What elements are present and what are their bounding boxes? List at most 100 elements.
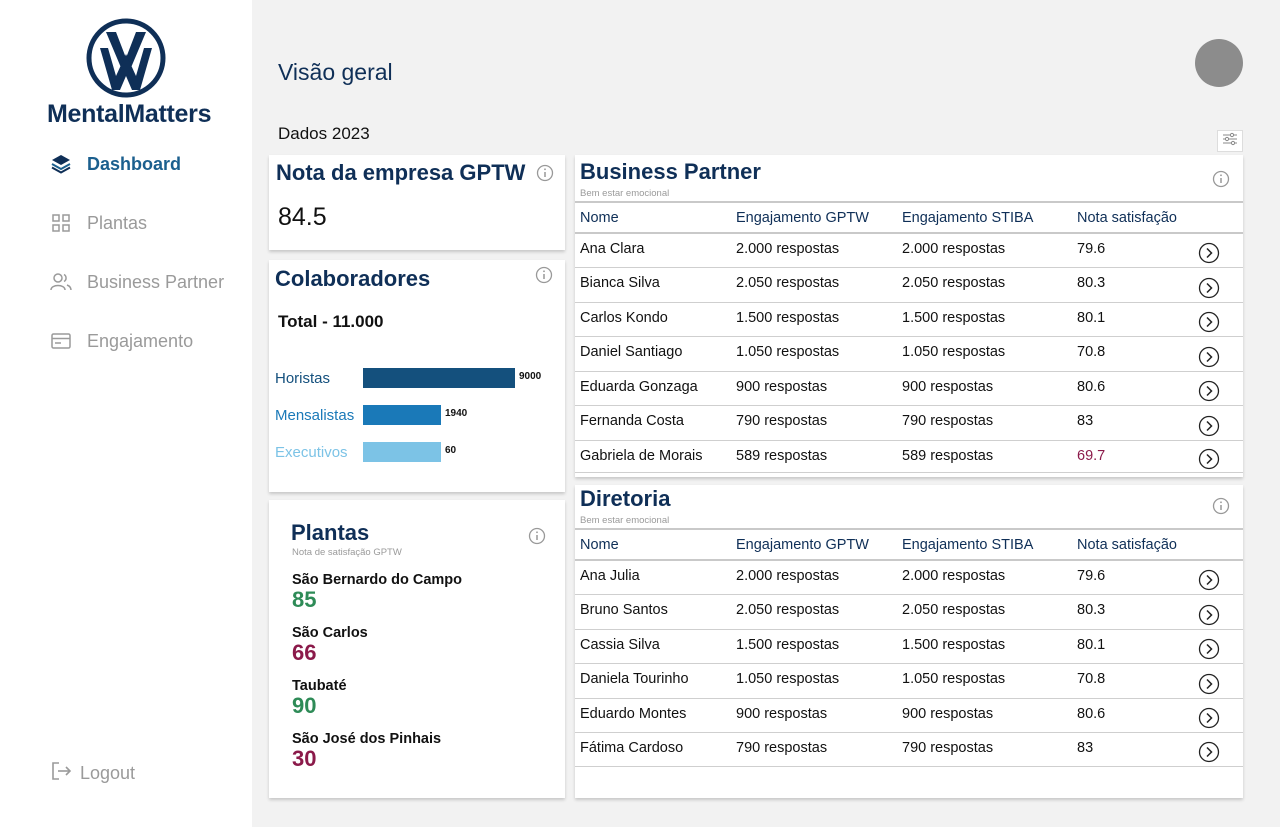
plant-name: São Carlos bbox=[292, 625, 368, 641]
chevron-right-icon[interactable] bbox=[1198, 673, 1220, 695]
chevron-right-icon[interactable] bbox=[1198, 569, 1220, 591]
cell-stiba: 900 respostas bbox=[902, 706, 994, 722]
cell-stiba: 2.050 respostas bbox=[902, 275, 1006, 291]
diretoria-table: Nome Engajamento GPTW Engajamento STIBA … bbox=[575, 528, 1243, 767]
cell-nome: Cassia Silva bbox=[580, 637, 660, 653]
info-icon[interactable] bbox=[1212, 497, 1230, 515]
chevron-right-icon[interactable] bbox=[1198, 311, 1220, 333]
cell-gptw: 1.050 respostas bbox=[736, 344, 840, 360]
colaboradores-card: Colaboradores Total - 11.000 Horistas 900… bbox=[269, 260, 565, 492]
cell-nome: Daniel Santiago bbox=[580, 344, 683, 360]
info-icon[interactable] bbox=[1212, 170, 1230, 188]
cell-nota: 80.1 bbox=[1077, 637, 1106, 653]
cell-nota: 69.7 bbox=[1077, 448, 1106, 464]
bar-value: 9000 bbox=[519, 371, 542, 382]
cell-nota: 79.6 bbox=[1077, 568, 1106, 584]
cell-stiba: 1.500 respostas bbox=[902, 637, 1006, 653]
business-partner-card: Business Partner Bem estar emocional Nom… bbox=[575, 155, 1243, 477]
table-row[interactable]: Gabriela de Morais 589 respostas 589 respo… bbox=[575, 441, 1243, 473]
header-nome: Nome bbox=[580, 210, 619, 226]
business-partner-subtitle: Bem estar emocional bbox=[580, 188, 670, 199]
cell-nome: Carlos Kondo bbox=[580, 310, 668, 326]
chevron-right-icon[interactable] bbox=[1198, 741, 1220, 763]
bar-row: Mensalistas 1940 bbox=[275, 405, 555, 427]
chevron-right-icon[interactable] bbox=[1198, 277, 1220, 299]
info-icon[interactable] bbox=[528, 527, 546, 545]
table-row[interactable]: Daniel Santiago 1.050 respostas 1.050 resp… bbox=[575, 337, 1243, 372]
cell-nota: 70.8 bbox=[1077, 344, 1106, 360]
chevron-right-icon[interactable] bbox=[1198, 448, 1220, 470]
cell-nota: 83 bbox=[1077, 740, 1094, 756]
table-row[interactable]: Carlos Kondo 1.500 respostas 1.500 respost… bbox=[575, 303, 1243, 337]
info-icon[interactable] bbox=[535, 266, 553, 284]
cell-nome: Ana Clara bbox=[580, 241, 645, 257]
sidebar-item-dashboard[interactable]: Dashboard bbox=[50, 153, 181, 175]
table-row[interactable]: Fernanda Costa 790 respostas 790 respostas… bbox=[575, 406, 1243, 441]
cell-stiba: 589 respostas bbox=[902, 448, 994, 464]
cell-stiba: 790 respostas bbox=[902, 413, 994, 429]
logout-label: Logout bbox=[80, 763, 136, 783]
cell-gptw: 1.500 respostas bbox=[736, 637, 840, 653]
chevron-right-icon[interactable] bbox=[1198, 346, 1220, 368]
brand-name: MentalMatters bbox=[47, 100, 212, 128]
cell-nota: 83 bbox=[1077, 413, 1094, 429]
avatar[interactable] bbox=[1195, 39, 1243, 87]
cell-nota: 80.3 bbox=[1077, 275, 1106, 291]
chevron-right-icon[interactable] bbox=[1198, 638, 1220, 660]
year-label: Dados 2023 bbox=[278, 124, 370, 143]
chevron-right-icon[interactable] bbox=[1198, 604, 1220, 626]
filter-button[interactable] bbox=[1217, 130, 1243, 152]
cell-stiba: 1.050 respostas bbox=[902, 344, 1006, 360]
table-row[interactable]: Eduarda Gonzaga 900 respostas 900 resposta… bbox=[575, 372, 1243, 406]
table-row[interactable]: Fátima Cardoso 790 respostas 790 respostas… bbox=[575, 733, 1243, 767]
bar-row: Executivos 60 bbox=[275, 442, 555, 464]
table-row[interactable]: Ana Julia 2.000 respostas 2.000 respostas 7… bbox=[575, 561, 1243, 595]
plantas-card: Plantas Nota de satisfação GPTW São Bern… bbox=[269, 500, 565, 798]
cell-nome: Eduardo Montes bbox=[580, 706, 687, 722]
cell-nota: 80.3 bbox=[1077, 602, 1106, 618]
table-row[interactable]: Bruno Santos 2.050 respostas 2.050 respost… bbox=[575, 595, 1243, 630]
bar bbox=[363, 368, 515, 388]
cell-gptw: 1.500 respostas bbox=[736, 310, 840, 326]
cell-stiba: 1.050 respostas bbox=[902, 671, 1006, 687]
chevron-right-icon[interactable] bbox=[1198, 242, 1220, 264]
header-gptw: Engajamento GPTW bbox=[736, 537, 869, 553]
cell-gptw: 589 respostas bbox=[736, 448, 828, 464]
sidebar-item-engajamento[interactable]: Engajamento bbox=[50, 330, 193, 352]
table-row[interactable]: Daniela Tourinho 1.050 respostas 1.050 res… bbox=[575, 664, 1243, 699]
table-row[interactable]: Ana Clara 2.000 respostas 2.000 respostas 7… bbox=[575, 234, 1243, 268]
cell-gptw: 2.050 respostas bbox=[736, 602, 840, 618]
info-icon[interactable] bbox=[536, 164, 554, 182]
header-nota: Nota satisfação bbox=[1077, 210, 1177, 226]
table-row[interactable]: Bianca Silva 2.050 respostas 2.050 respost… bbox=[575, 268, 1243, 303]
plant-score: 90 bbox=[292, 693, 317, 718]
diretoria-title: Diretoria bbox=[580, 486, 671, 511]
gptw-score: 84.5 bbox=[278, 203, 327, 231]
chevron-right-icon[interactable] bbox=[1198, 380, 1220, 402]
cell-gptw: 900 respostas bbox=[736, 706, 828, 722]
header-stiba: Engajamento STIBA bbox=[902, 537, 1034, 553]
page-title: Visão geral bbox=[278, 59, 393, 85]
business-partner-title: Business Partner bbox=[580, 159, 761, 184]
header-gptw: Engajamento GPTW bbox=[736, 210, 869, 226]
cell-gptw: 2.050 respostas bbox=[736, 275, 840, 291]
cell-nota: 70.8 bbox=[1077, 671, 1106, 687]
chevron-right-icon[interactable] bbox=[1198, 707, 1220, 729]
logout-button[interactable]: Logout bbox=[50, 760, 135, 787]
cell-gptw: 790 respostas bbox=[736, 413, 828, 429]
diretoria-subtitle: Bem estar emocional bbox=[580, 515, 670, 526]
plant-score: 66 bbox=[292, 640, 317, 665]
table-row[interactable]: Eduardo Montes 900 respostas 900 respostas… bbox=[575, 699, 1243, 733]
gptw-title: Nota da empresa GPTW bbox=[276, 160, 526, 185]
sidebar-item-label: Business Partner bbox=[87, 271, 225, 292]
header-nota: Nota satisfação bbox=[1077, 537, 1177, 553]
table-row[interactable]: Cassia Silva 1.500 respostas 1.500 respost… bbox=[575, 630, 1243, 664]
card-icon bbox=[50, 330, 72, 352]
sidebar-item-plantas[interactable]: Plantas bbox=[50, 212, 147, 234]
plant-item: São Bernardo do Campo 85 bbox=[292, 572, 462, 612]
diretoria-card: Diretoria Bem estar emocional Nome Engaj… bbox=[575, 485, 1243, 798]
cell-stiba: 2.050 respostas bbox=[902, 602, 1006, 618]
chevron-right-icon[interactable] bbox=[1198, 415, 1220, 437]
sidebar-item-business-partner[interactable]: Business Partner bbox=[50, 271, 224, 293]
colaboradores-total: Total - 11.000 bbox=[278, 312, 384, 331]
